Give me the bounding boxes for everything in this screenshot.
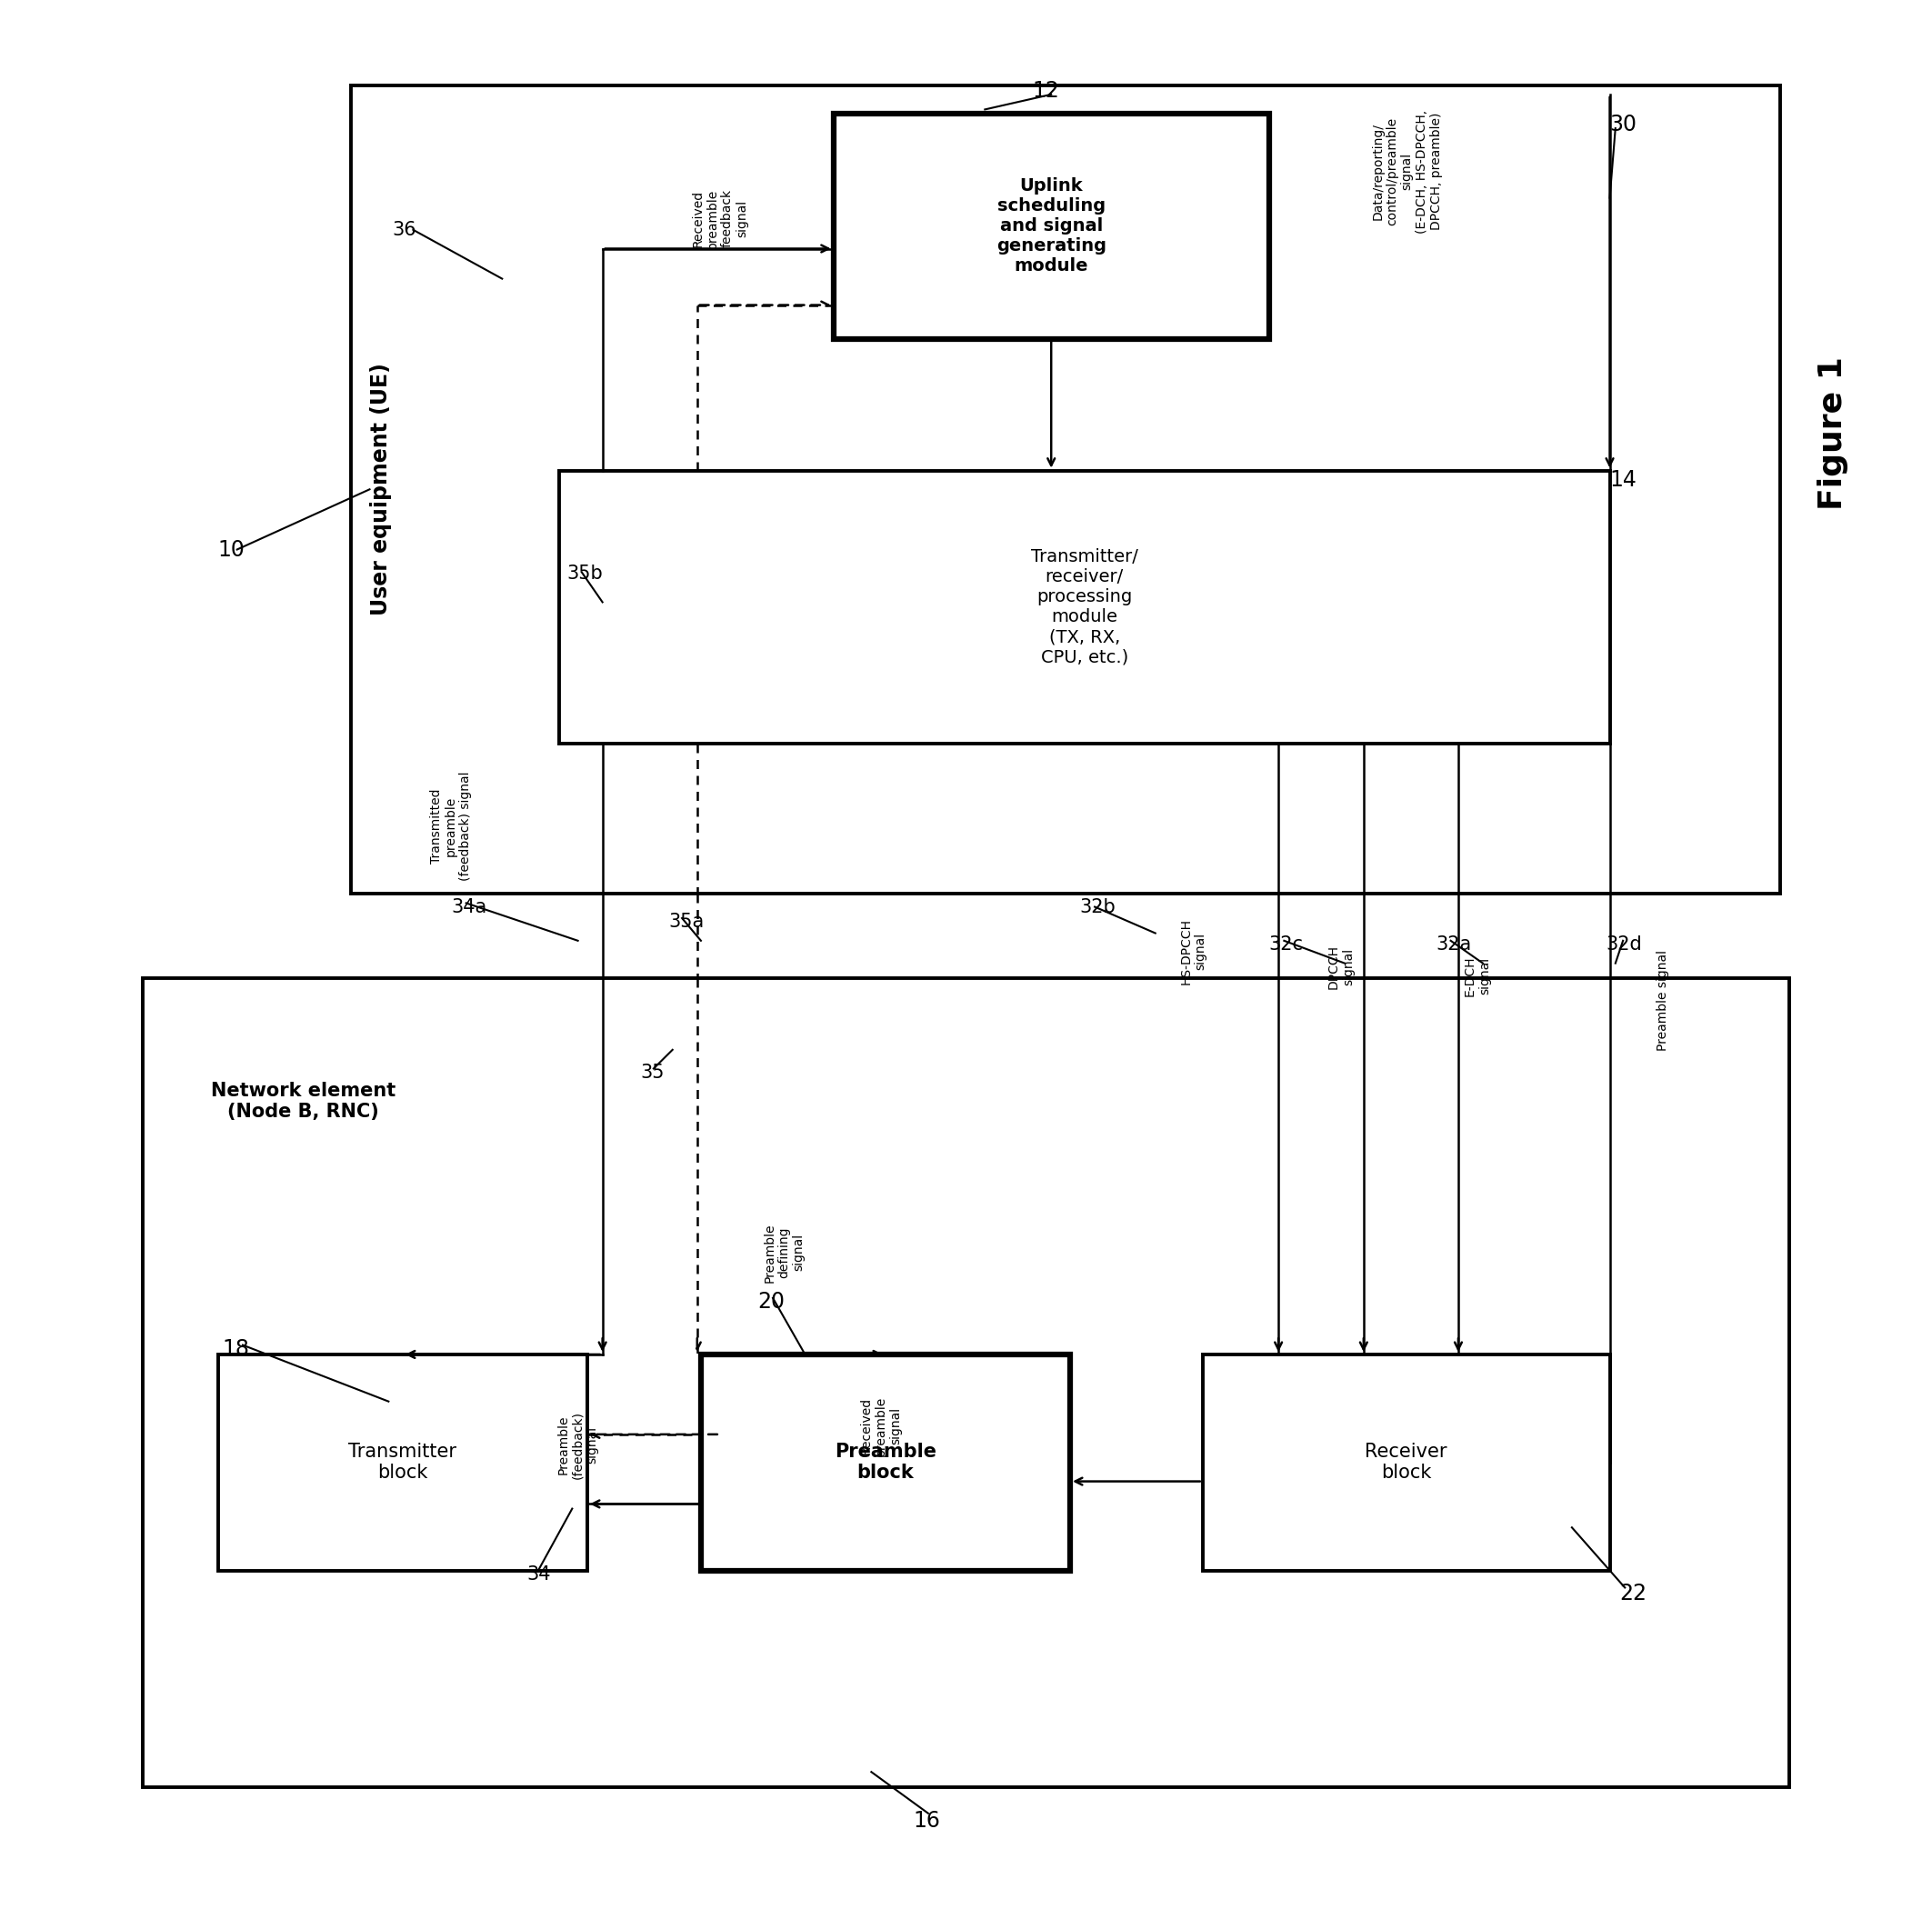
- Text: Receiver
block: Receiver block: [1366, 1443, 1447, 1481]
- Text: Received
preamble
feedback
signal: Received preamble feedback signal: [692, 188, 748, 249]
- Text: Preamble
(feedback)
signal: Preamble (feedback) signal: [556, 1410, 599, 1480]
- Bar: [352, 84, 1779, 894]
- Bar: [218, 1355, 587, 1570]
- Bar: [701, 1355, 1070, 1570]
- Text: 35: 35: [639, 1063, 665, 1082]
- Text: 18: 18: [222, 1338, 249, 1361]
- Text: User equipment (UE): User equipment (UE): [371, 363, 392, 616]
- Bar: [143, 979, 1789, 1787]
- Text: Preamble signal: Preamble signal: [1656, 950, 1669, 1052]
- Text: Figure 1: Figure 1: [1818, 357, 1849, 510]
- Text: 20: 20: [757, 1291, 784, 1313]
- Text: Received
preamble
signal: Received preamble signal: [860, 1395, 902, 1457]
- Text: 30: 30: [1609, 113, 1636, 136]
- Text: 16: 16: [914, 1810, 941, 1833]
- Text: 14: 14: [1609, 468, 1636, 491]
- Bar: [558, 470, 1609, 743]
- Text: Transmitter/
receiver/
processing
module
(TX, RX,
CPU, etc.): Transmitter/ receiver/ processing module…: [1032, 549, 1138, 666]
- Text: 35b: 35b: [566, 564, 603, 583]
- Text: 32b: 32b: [1080, 898, 1117, 915]
- Text: Preamble
block: Preamble block: [835, 1443, 937, 1481]
- Text: 34: 34: [527, 1566, 551, 1583]
- Text: 12: 12: [1032, 81, 1059, 102]
- Text: Preamble
defining
signal: Preamble defining signal: [763, 1222, 806, 1282]
- Text: 32d: 32d: [1605, 935, 1642, 954]
- Text: 32c: 32c: [1269, 935, 1304, 954]
- Text: E-DCH
signal: E-DCH signal: [1463, 956, 1492, 996]
- Text: Network element
(Node B, RNC): Network element (Node B, RNC): [211, 1082, 396, 1121]
- Text: 35a: 35a: [668, 913, 705, 931]
- Text: 36: 36: [392, 221, 417, 238]
- Text: 10: 10: [218, 539, 245, 560]
- Text: Uplink
scheduling
and signal
generating
module: Uplink scheduling and signal generating …: [997, 177, 1107, 274]
- Text: Transmitter
block: Transmitter block: [348, 1443, 456, 1481]
- Text: DPCCH
signal: DPCCH signal: [1327, 944, 1354, 988]
- Bar: [1202, 1355, 1609, 1570]
- Text: Transmitted
preamble
(feedback) signal: Transmitted preamble (feedback) signal: [431, 771, 471, 881]
- Text: 32a: 32a: [1435, 935, 1472, 954]
- Text: Data/reporting/
control/preamble
signal
(E-DCH, HS-DPCCH,
DPCCH, preamble): Data/reporting/ control/preamble signal …: [1372, 109, 1443, 234]
- Text: 34a: 34a: [450, 898, 487, 915]
- Text: 22: 22: [1619, 1583, 1646, 1604]
- Bar: [833, 113, 1269, 340]
- Text: HS-DPCCH
signal: HS-DPCCH signal: [1179, 917, 1208, 984]
